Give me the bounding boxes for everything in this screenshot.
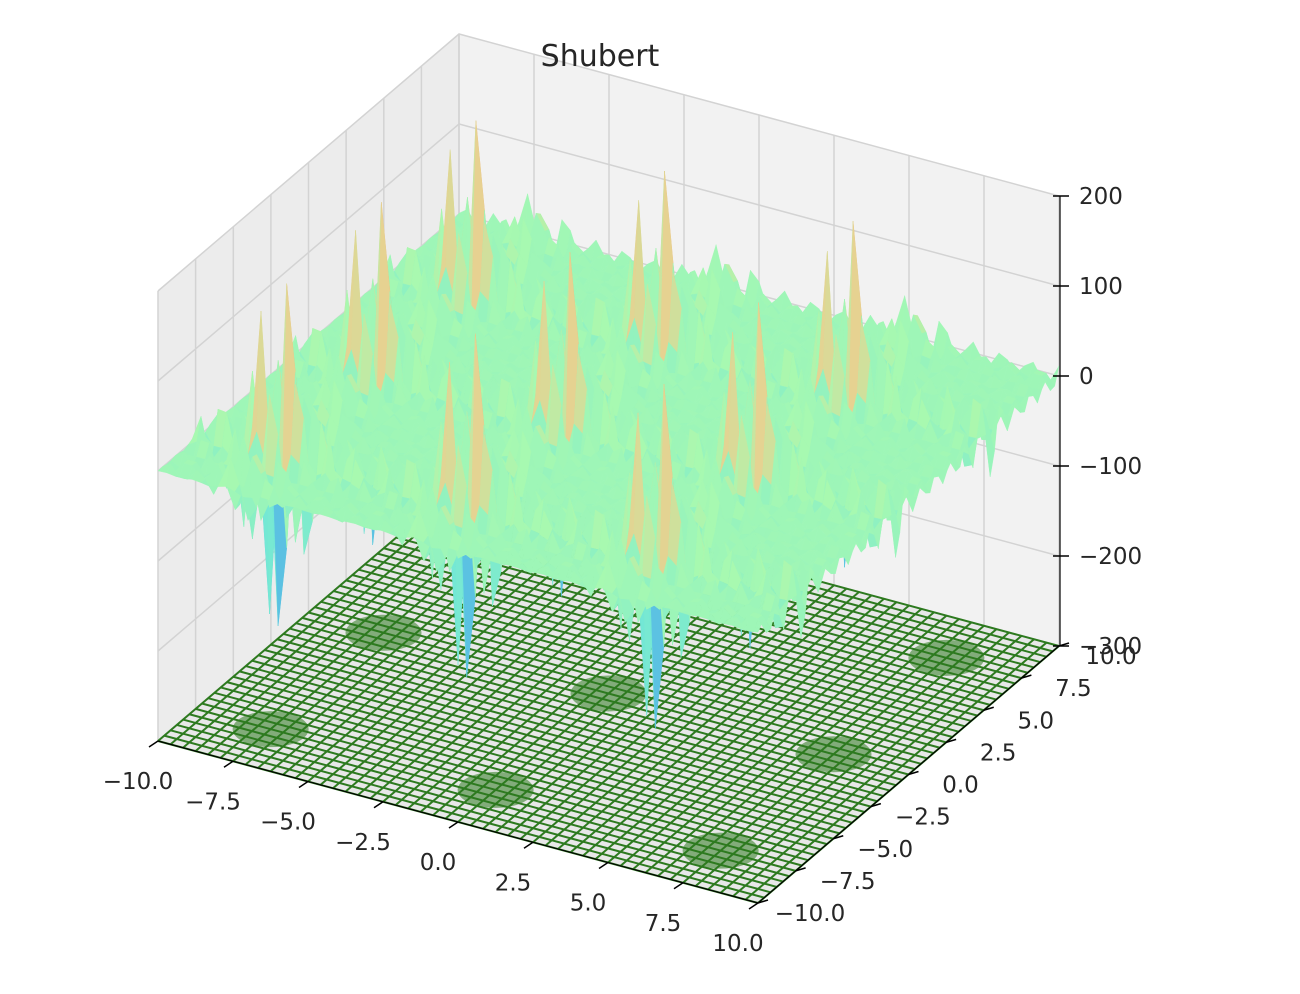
floor-cluster: [570, 675, 647, 712]
floor-line-x: [732, 638, 1035, 898]
z-gridline: [157, 33, 1060, 292]
floor-cluster: [345, 614, 422, 651]
floor-cluster: [232, 711, 309, 748]
floor-cluster: [795, 736, 872, 773]
floor-cluster: [457, 771, 534, 808]
floor-line-x: [744, 641, 1048, 901]
z-gridline: [157, 123, 1060, 382]
floor-cluster: [908, 639, 985, 676]
surface-plot: [157, 120, 1060, 729]
floor-line-x: [719, 635, 1023, 894]
floor-cluster: [682, 832, 759, 869]
